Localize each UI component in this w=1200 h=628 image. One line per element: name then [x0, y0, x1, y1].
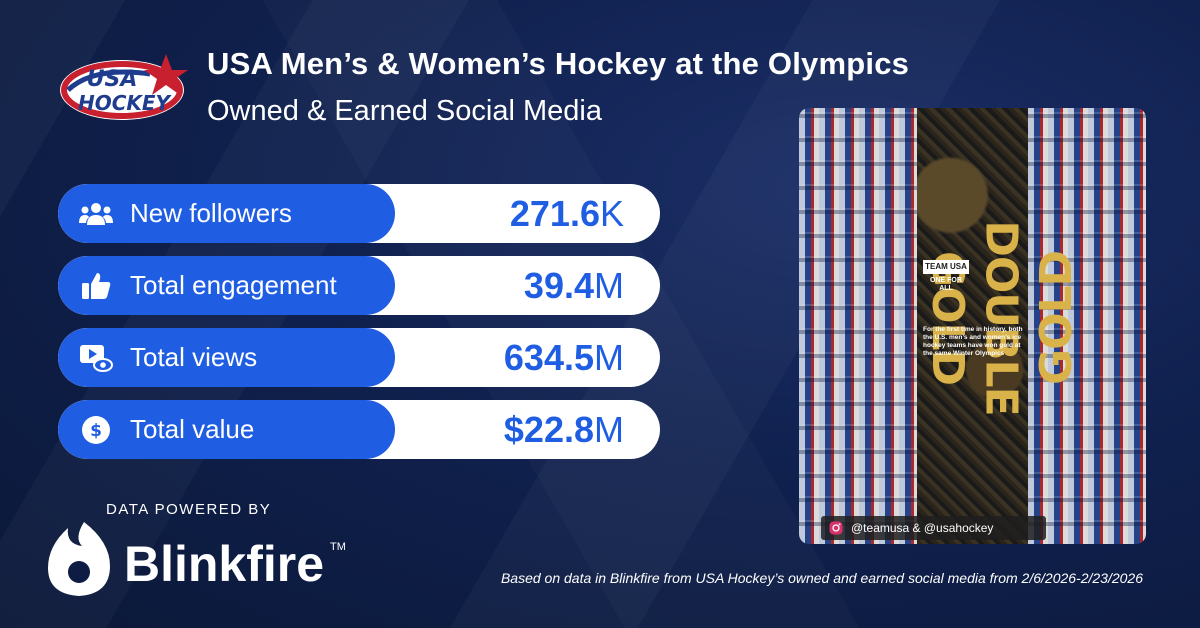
post-handle: @teamusa & @usahockey	[851, 521, 994, 535]
stat-value: 271.6 K	[510, 184, 624, 243]
social-post-image: GOLD DOUBLE GOLD TEAM USA ONE FOR ALL Fo…	[799, 108, 1146, 544]
usa-hockey-logo: USA HOCKEY	[60, 54, 188, 120]
footnote: Based on data in Blinkfire from USA Hock…	[500, 570, 1143, 586]
stat-value: 634.5 M	[504, 328, 624, 387]
stat-number: 39.4	[523, 264, 594, 306]
stat-number: 271.6	[509, 192, 600, 234]
stat-label-pill: Total views	[58, 328, 395, 387]
stat-new-followers: New followers 271.6 K	[58, 184, 660, 243]
stat-number: $22.8	[503, 408, 594, 450]
stat-label: Total value	[130, 414, 255, 444]
stat-value: $22.8 M	[504, 400, 624, 459]
team-usa-brand: TEAM USA ONE FOR ALL	[923, 260, 969, 293]
crowd-left	[799, 108, 917, 544]
logo-text-top: USA	[87, 67, 138, 92]
trademark-symbol: TM	[330, 541, 346, 553]
handle-bar: @teamusa & @usahockey	[821, 516, 1046, 540]
video-view-icon	[78, 340, 114, 376]
blinkfire-wordmark: Blinkfire	[124, 536, 325, 592]
stat-unit: M	[594, 336, 624, 378]
stat-unit: M	[594, 264, 624, 306]
stat-unit: K	[599, 192, 624, 234]
svg-text:$: $	[90, 421, 102, 441]
headline-gold-text: GOLD	[1031, 250, 1082, 386]
stat-label-pill: Total engagement	[58, 256, 395, 315]
stat-label: Total engagement	[130, 270, 337, 300]
stat-label-pill: New followers	[58, 184, 395, 243]
headline-double-rotated: DOUBLE	[975, 118, 1027, 518]
thumbs-up-icon	[78, 268, 114, 304]
post-blurb: For the first time in history, both the …	[923, 326, 1023, 358]
stat-total-value: $ Total value $22.8 M	[58, 400, 660, 459]
stat-label: Total views	[130, 342, 258, 372]
brand-line-2: ONE FOR ALL	[930, 276, 962, 292]
headline-gold-rotated: GOLD	[921, 118, 973, 518]
crowd-right	[1028, 108, 1146, 544]
stat-number: 634.5	[503, 336, 594, 378]
center-band	[917, 108, 1028, 544]
followers-icon	[78, 196, 114, 232]
brand-line-1: TEAM USA	[923, 260, 969, 274]
instagram-icon	[829, 521, 843, 535]
page-subtitle: Owned & Earned Social Media	[207, 95, 602, 127]
powered-by-label: DATA POWERED BY	[106, 501, 272, 518]
stat-value: 39.4 M	[524, 256, 624, 315]
stat-label: New followers	[130, 198, 292, 228]
logo-text-bottom: HOCKEY	[78, 91, 173, 115]
headline-gold-rotated-reverse: GOLD	[1031, 118, 1083, 518]
stat-total-engagement: Total engagement 39.4 M	[58, 256, 660, 315]
stat-unit: M	[594, 408, 624, 450]
stat-total-views: Total views 634.5 M	[58, 328, 660, 387]
page-title: USA Men’s & Women’s Hockey at the Olympi…	[207, 46, 910, 81]
dollar-icon: $	[78, 412, 114, 448]
blinkfire-flame-icon	[48, 522, 110, 596]
stats-list: New followers 271.6 K Total engagement 39…	[58, 184, 660, 472]
headline-double-text: DOUBLE	[976, 220, 1028, 416]
stat-label-pill: $ Total value	[58, 400, 395, 459]
